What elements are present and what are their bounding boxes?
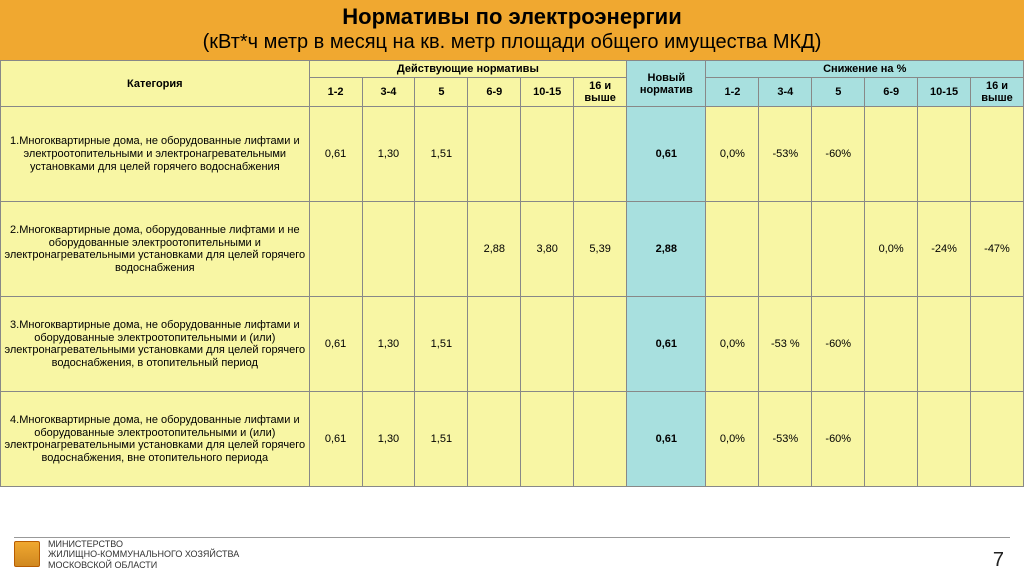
current-value-cell — [521, 297, 574, 392]
reduction-value-cell: 0,0% — [706, 392, 759, 487]
table-row: 2.Многоквартирные дома, оборудованные ли… — [1, 202, 1024, 297]
new-value-cell: 0,61 — [627, 297, 706, 392]
ministry-line: МИНИСТЕРСТВО — [48, 539, 239, 549]
current-value-cell: 1,51 — [415, 392, 468, 487]
new-value-cell: 2,88 — [627, 202, 706, 297]
new-value-cell: 0,61 — [627, 392, 706, 487]
table-row: 4.Многоквартирные дома, не оборудованные… — [1, 392, 1024, 487]
col-sub: 3-4 — [759, 78, 812, 107]
reduction-value-cell — [918, 297, 971, 392]
current-value-cell: 0,61 — [309, 392, 362, 487]
current-value-cell: 1,51 — [415, 297, 468, 392]
page-title: Нормативы по электроэнергии — [10, 4, 1014, 30]
col-sub: 1-2 — [309, 78, 362, 107]
reduction-value-cell — [971, 392, 1024, 487]
reduction-value-cell — [971, 107, 1024, 202]
page-number: 7 — [993, 549, 1004, 572]
category-cell: 1.Многоквартирные дома, не оборудованные… — [1, 107, 310, 202]
col-category: Категория — [1, 61, 310, 107]
current-value-cell — [468, 392, 521, 487]
table-header: Категория Действующие нормативы Новый но… — [1, 61, 1024, 107]
category-cell: 4.Многоквартирные дома, не оборудованные… — [1, 392, 310, 487]
table-row: 1.Многоквартирные дома, не оборудованные… — [1, 107, 1024, 202]
reduction-value-cell — [865, 107, 918, 202]
reduction-value-cell: 0,0% — [706, 107, 759, 202]
col-sub: 6-9 — [468, 78, 521, 107]
col-reduction: Снижение на % — [706, 61, 1024, 78]
current-value-cell: 1,51 — [415, 107, 468, 202]
col-sub: 3-4 — [362, 78, 415, 107]
current-value-cell: 3,80 — [521, 202, 574, 297]
col-new: Новый норматив — [627, 61, 706, 107]
current-value-cell — [468, 297, 521, 392]
current-value-cell — [574, 392, 627, 487]
reduction-value-cell — [759, 202, 812, 297]
current-value-cell: 1,30 — [362, 297, 415, 392]
current-value-cell — [415, 202, 468, 297]
current-value-cell — [574, 107, 627, 202]
current-value-cell — [521, 392, 574, 487]
page-subtitle: (кВт*ч метр в месяц на кв. метр площади … — [10, 30, 1014, 54]
current-value-cell: 0,61 — [309, 107, 362, 202]
reduction-value-cell — [918, 107, 971, 202]
col-sub: 6-9 — [865, 78, 918, 107]
crest-icon — [14, 541, 40, 567]
category-cell: 3.Многоквартирные дома, не оборудованные… — [1, 297, 310, 392]
title-band: Нормативы по электроэнергии (кВт*ч метр … — [0, 0, 1024, 60]
reduction-value-cell — [971, 297, 1024, 392]
col-sub: 5 — [415, 78, 468, 107]
col-sub: 5 — [812, 78, 865, 107]
ministry-line: ЖИЛИЩНО-КОММУНАЛЬНОГО ХОЗЯЙСТВА — [48, 549, 239, 559]
current-value-cell — [309, 202, 362, 297]
current-value-cell — [362, 202, 415, 297]
reduction-value-cell — [918, 392, 971, 487]
col-sub: 16 и выше — [971, 78, 1024, 107]
table-row: 3.Многоквартирные дома, не оборудованные… — [1, 297, 1024, 392]
new-value-cell: 0,61 — [627, 107, 706, 202]
current-value-cell — [574, 297, 627, 392]
reduction-value-cell — [706, 202, 759, 297]
current-value-cell — [468, 107, 521, 202]
col-sub: 10-15 — [521, 78, 574, 107]
current-value-cell: 5,39 — [574, 202, 627, 297]
ministry-line: МОСКОВСКОЙ ОБЛАСТИ — [48, 560, 239, 570]
reduction-value-cell: -53 % — [759, 297, 812, 392]
col-current: Действующие нормативы — [309, 61, 627, 78]
reduction-value-cell: 0,0% — [706, 297, 759, 392]
reduction-value-cell: -53% — [759, 107, 812, 202]
current-value-cell: 1,30 — [362, 107, 415, 202]
reduction-value-cell: -60% — [812, 297, 865, 392]
reduction-value-cell — [865, 297, 918, 392]
current-value-cell: 2,88 — [468, 202, 521, 297]
reduction-value-cell: -53% — [759, 392, 812, 487]
current-value-cell: 0,61 — [309, 297, 362, 392]
current-value-cell: 1,30 — [362, 392, 415, 487]
reduction-value-cell: -47% — [971, 202, 1024, 297]
category-cell: 2.Многоквартирные дома, оборудованные ли… — [1, 202, 310, 297]
reduction-value-cell: -60% — [812, 392, 865, 487]
col-sub: 16 и выше — [574, 78, 627, 107]
footer-divider — [14, 537, 1010, 538]
footer: МИНИСТЕРСТВО ЖИЛИЩНО-КОММУНАЛЬНОГО ХОЗЯЙ… — [14, 539, 239, 570]
current-value-cell — [521, 107, 574, 202]
reduction-value-cell: -24% — [918, 202, 971, 297]
ministry-text: МИНИСТЕРСТВО ЖИЛИЩНО-КОММУНАЛЬНОГО ХОЗЯЙ… — [48, 539, 239, 570]
reduction-value-cell — [865, 392, 918, 487]
reduction-value-cell — [812, 202, 865, 297]
col-sub: 1-2 — [706, 78, 759, 107]
reduction-value-cell: 0,0% — [865, 202, 918, 297]
table-body: 1.Многоквартирные дома, не оборудованные… — [1, 107, 1024, 487]
col-sub: 10-15 — [918, 78, 971, 107]
reduction-value-cell: -60% — [812, 107, 865, 202]
norms-table: Категория Действующие нормативы Новый но… — [0, 60, 1024, 487]
